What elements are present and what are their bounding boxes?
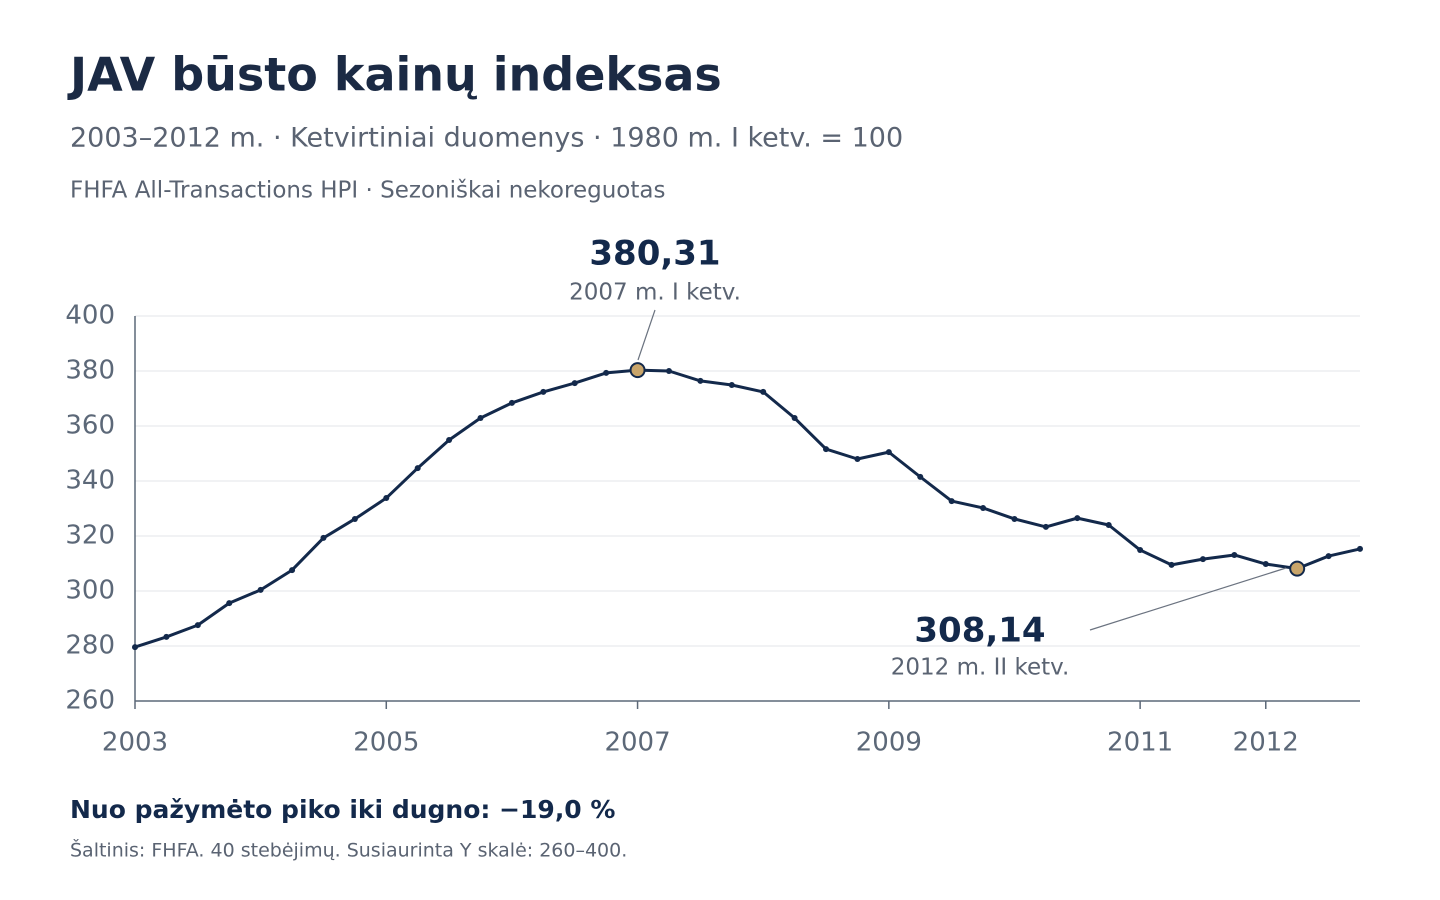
x-tick-label: 2011 <box>1107 728 1173 758</box>
data-point <box>948 498 955 505</box>
data-point <box>1325 553 1332 560</box>
data-point <box>257 586 264 593</box>
annotation-marker <box>1289 560 1306 577</box>
data-point <box>132 644 138 651</box>
y-tick-label: 280 <box>65 631 115 661</box>
chart-title: JAV būsto kainų indeksas <box>67 48 722 102</box>
data-line <box>134 368 1361 649</box>
data-point <box>791 415 798 422</box>
annotation-value: 308,14 <box>914 611 1045 651</box>
data-point <box>1231 551 1238 558</box>
data-point <box>508 399 515 406</box>
y-tick-label: 400 <box>65 301 115 331</box>
x-tick-label: 2007 <box>604 728 670 758</box>
data-point <box>1262 561 1269 568</box>
data-point <box>1042 523 1049 530</box>
x-tick-label: 2009 <box>856 728 922 758</box>
annotation-leader <box>637 309 656 361</box>
data-point <box>446 437 453 444</box>
annotation-marker <box>629 362 646 379</box>
data-point <box>728 382 735 389</box>
chart-subtitle: FHFA All-Transactions HPI · Sezoniškai n… <box>70 178 665 204</box>
y-tick-label: 340 <box>65 466 115 496</box>
annotation-label: 2012 m. II ketv. <box>891 655 1070 681</box>
data-point <box>571 380 578 387</box>
data-point <box>1105 522 1112 528</box>
summary-note: Nuo pažymėto piko iki dugno: −19,0 % <box>70 795 615 824</box>
data-point <box>383 495 390 502</box>
source-note: Šaltinis: FHFA. 40 stebėjimų. Susiaurint… <box>70 838 627 862</box>
data-point <box>823 446 830 453</box>
data-point <box>980 504 987 511</box>
annotation-leader <box>1089 567 1287 631</box>
data-point <box>540 388 547 395</box>
y-tick-label: 360 <box>65 411 115 441</box>
data-point <box>1357 545 1363 552</box>
data-point <box>1074 515 1081 522</box>
y-tick-label: 320 <box>65 521 115 551</box>
data-point <box>289 567 296 574</box>
x-tick-label: 2003 <box>102 728 168 758</box>
data-point <box>194 622 201 629</box>
data-point <box>320 534 327 541</box>
x-tick-label: 2012 <box>1233 728 1299 758</box>
data-point <box>1168 561 1175 568</box>
x-tick-label: 2005 <box>353 728 419 758</box>
data-point <box>854 456 861 462</box>
data-point <box>351 515 358 522</box>
data-point <box>226 600 233 607</box>
data-point <box>1199 556 1206 563</box>
data-point <box>163 633 170 640</box>
chart-subtitle: 2003–2012 m. · Ketvirtiniai duomenys · 1… <box>70 123 903 154</box>
data-point <box>665 368 672 374</box>
data-point <box>414 465 421 472</box>
data-point <box>697 377 704 384</box>
data-point <box>603 369 610 376</box>
data-point <box>1137 547 1144 554</box>
data-point <box>1011 515 1018 522</box>
data-point <box>477 415 484 422</box>
data-point <box>885 449 892 456</box>
annotation-label: 2007 m. I ketv. <box>569 280 741 306</box>
y-tick-label: 380 <box>65 356 115 386</box>
y-tick-label: 260 <box>65 686 115 716</box>
data-point <box>917 473 924 480</box>
data-point <box>760 388 767 395</box>
annotation-value: 380,31 <box>589 234 720 274</box>
y-tick-label: 300 <box>65 576 115 606</box>
